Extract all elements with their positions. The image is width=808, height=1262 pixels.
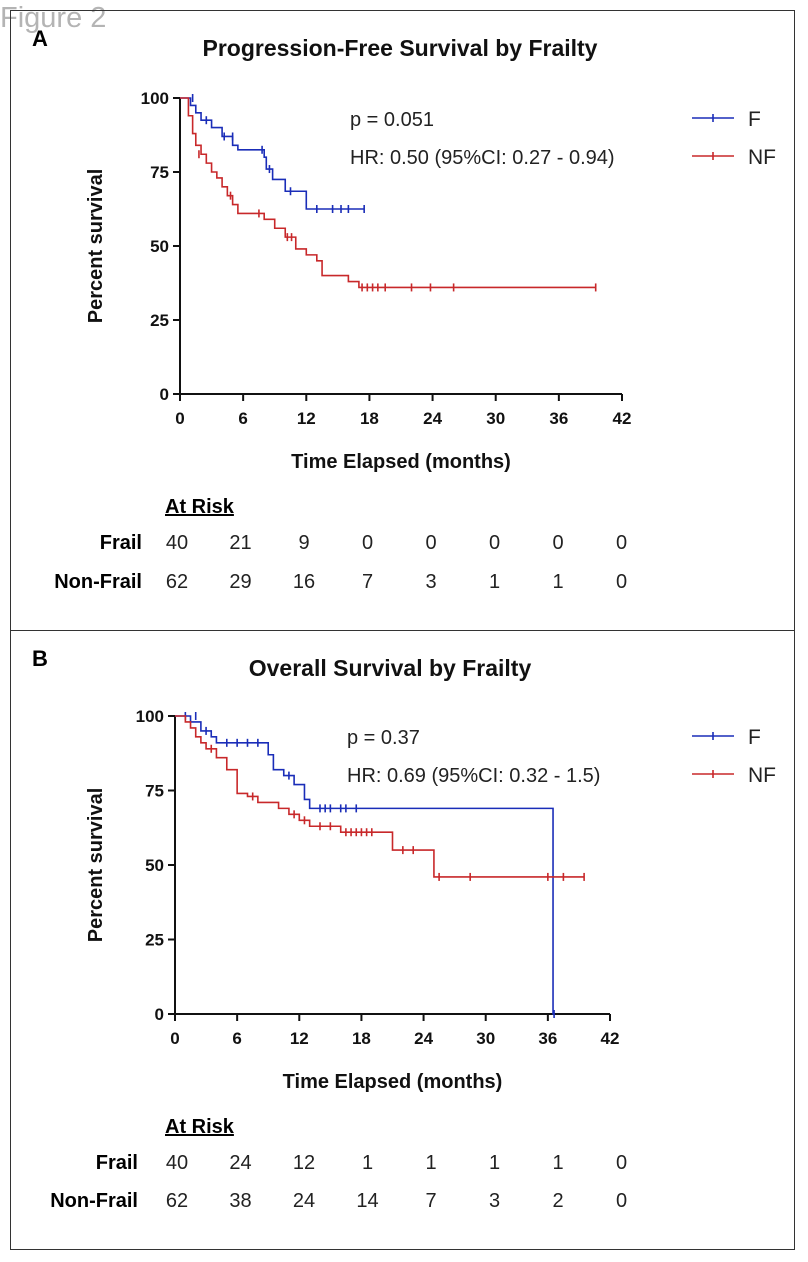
- survival-curve-nf: [180, 97, 596, 289]
- y-tick-label: 0: [160, 385, 169, 404]
- stat-annotation: p = 0.37: [347, 727, 420, 749]
- survival-curve-f: [175, 715, 555, 1015]
- x-tick-label: 18: [352, 1029, 371, 1048]
- x-tick-label: 30: [486, 409, 505, 428]
- x-tick-label: 30: [476, 1029, 495, 1048]
- x-tick-label: 12: [290, 1029, 309, 1048]
- y-tick-label: 100: [141, 89, 169, 108]
- survival-curve-f: [180, 97, 365, 210]
- panel-letter: B: [32, 646, 48, 671]
- x-tick-label: 0: [170, 1029, 179, 1048]
- y-tick-label: 0: [155, 1005, 164, 1024]
- legend-label-f: F: [748, 726, 761, 749]
- y-axis-label: Percent survival: [85, 788, 107, 943]
- survival-curve-nf: [175, 715, 585, 878]
- legend-label-f: F: [748, 108, 761, 131]
- stat-annotation: HR: 0.50 (95%CI: 0.27 - 0.94): [350, 147, 615, 169]
- y-tick-label: 50: [145, 856, 164, 875]
- x-tick-label: 42: [613, 409, 632, 428]
- x-tick-label: 24: [414, 1029, 433, 1048]
- x-tick-label: 42: [601, 1029, 620, 1048]
- x-tick-label: 12: [297, 409, 316, 428]
- panel-divider: [10, 630, 795, 631]
- x-tick-label: 24: [423, 409, 442, 428]
- legend-label-nf: NF: [748, 764, 776, 787]
- y-tick-label: 75: [150, 163, 169, 182]
- x-tick-label: 0: [175, 409, 184, 428]
- x-axis-label: Time Elapsed (months): [283, 1071, 503, 1093]
- stat-annotation: HR: 0.69 (95%CI: 0.32 - 1.5): [347, 765, 600, 787]
- x-tick-label: 18: [360, 409, 379, 428]
- chart-title: Overall Survival by Frailty: [249, 655, 532, 681]
- panel-b: B Overall Survival by Frailty 0 6 12 18 24 30 3…: [10, 630, 795, 1250]
- legend-label-nf: NF: [748, 146, 776, 169]
- panel-a: A Progression-Free Survival by Frailty 0 6…: [10, 10, 795, 630]
- chart-title: Progression-Free Survival by Frailty: [203, 35, 598, 61]
- y-axis-label: Percent survival: [85, 169, 107, 324]
- panel-letter: A: [32, 26, 48, 51]
- y-tick-label: 25: [145, 931, 164, 950]
- y-tick-label: 50: [150, 237, 169, 256]
- km-chart-os: Overall Survival by Frailty 0 6 12 18 24 30 36 4…: [85, 655, 776, 1093]
- y-tick-label: 25: [150, 311, 169, 330]
- x-tick-label: 6: [238, 409, 247, 428]
- x-tick-label: 6: [232, 1029, 241, 1048]
- km-chart-pfs: Progression-Free Survival by Frailty 0 6 12…: [85, 35, 776, 473]
- y-tick-label: 75: [145, 782, 164, 801]
- stat-annotation: p = 0.051: [350, 109, 434, 131]
- x-tick-label: 36: [549, 409, 568, 428]
- x-axis-label: Time Elapsed (months): [291, 451, 511, 473]
- y-tick-label: 100: [136, 707, 164, 726]
- figure-label: Figure 2: [0, 2, 107, 34]
- x-tick-label: 36: [538, 1029, 557, 1048]
